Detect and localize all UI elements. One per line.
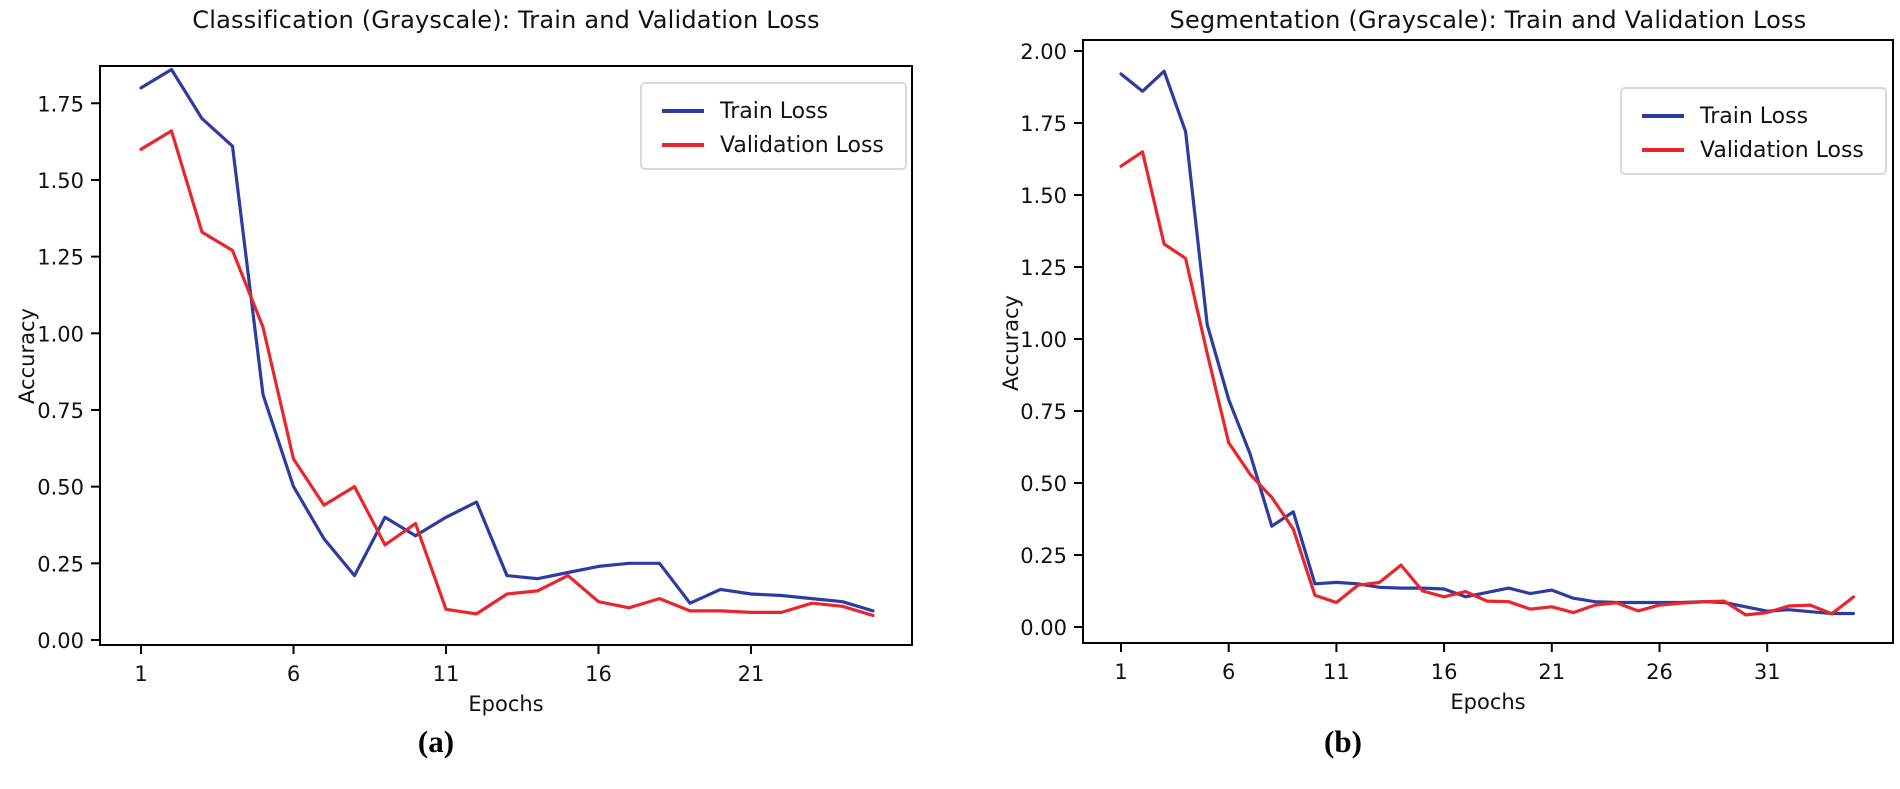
validation-loss-line-swatch (1642, 148, 1684, 152)
validation-loss-line (139, 129, 875, 618)
x-tick-label: 16 (585, 662, 612, 686)
x-tick-label: 1 (134, 662, 147, 686)
x-tick-label: 31 (1754, 660, 1781, 684)
chart-title-classification: Classification (Grayscale): Train and Va… (192, 6, 820, 34)
y-axis-label-right: Accuracy (999, 295, 1023, 391)
y-tick-label: 1.00 (1020, 328, 1067, 352)
x-tick-label: 21 (738, 662, 765, 686)
y-tick-label: 0.00 (37, 629, 84, 653)
validation-loss-line-swatch (662, 143, 704, 147)
legend-entry-validation: Validation Loss (662, 128, 905, 162)
validation-loss-line (1119, 150, 1856, 617)
legend-entry-train: Train Loss (1642, 99, 1885, 133)
y-tick-label: 1.50 (1020, 184, 1067, 208)
legend-label-train: Train Loss (720, 98, 829, 124)
x-tick-label: 16 (1431, 660, 1458, 684)
train-loss-line (139, 67, 875, 613)
legend-entry-train: Train Loss (662, 94, 905, 128)
x-tick-label: 6 (1222, 660, 1235, 684)
y-tick-label: 1.75 (1020, 112, 1067, 136)
x-tick-label: 11 (1323, 660, 1350, 684)
y-tick-label: 1.25 (37, 246, 84, 270)
x-axis-label-left: Epochs (468, 692, 544, 716)
y-tick-label: 1.75 (37, 92, 84, 116)
subfigure-caption-a: (a) (417, 724, 455, 759)
y-tick-label: 0.00 (1020, 616, 1067, 640)
x-tick-label: 21 (1538, 660, 1565, 684)
y-tick-label: 1.00 (37, 322, 84, 346)
y-tick-label: 0.75 (37, 399, 84, 423)
legend-label-train: Train Loss (1700, 103, 1809, 129)
train-loss-line-swatch (662, 109, 704, 113)
y-tick-label: 0.50 (37, 476, 84, 500)
y-tick-label: 0.50 (1020, 472, 1067, 496)
y-tick-label: 0.25 (1020, 544, 1067, 568)
x-tick-label: 11 (433, 662, 460, 686)
legend-label-validation: Validation Loss (720, 132, 884, 158)
x-tick-label: 1 (1114, 660, 1127, 684)
y-tick-label: 1.50 (37, 169, 84, 193)
y-tick-label: 0.25 (37, 552, 84, 576)
legend-right: Train Loss Validation Loss (1620, 87, 1887, 175)
y-tick-label: 2.00 (1020, 40, 1067, 64)
x-tick-label: 26 (1646, 660, 1673, 684)
x-tick-label: 6 (287, 662, 300, 686)
legend-label-validation: Validation Loss (1700, 137, 1864, 163)
y-tick-label: 1.25 (1020, 256, 1067, 280)
train-loss-line-swatch (1642, 114, 1684, 118)
legend-left: Train Loss Validation Loss (640, 82, 907, 170)
x-axis-label-right: Epochs (1450, 690, 1526, 714)
y-axis-label-left: Accuracy (15, 308, 39, 404)
chart-title-segmentation: Segmentation (Grayscale): Train and Vali… (1169, 6, 1807, 34)
y-tick-label: 0.75 (1020, 400, 1067, 424)
legend-entry-validation: Validation Loss (1642, 133, 1885, 167)
subfigure-caption-b: (b) (1324, 724, 1362, 759)
